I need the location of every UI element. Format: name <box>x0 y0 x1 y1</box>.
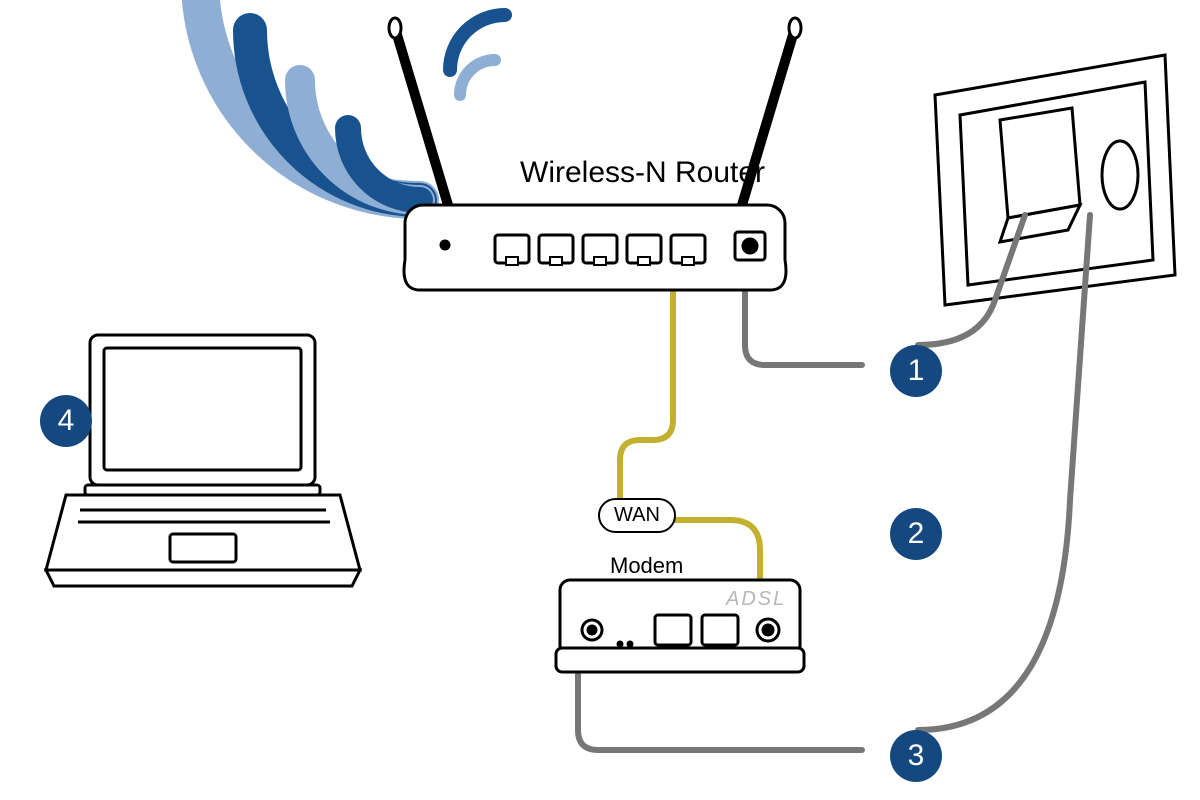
wall-outlet-icon <box>935 55 1175 305</box>
modem-label: Modem <box>610 553 683 579</box>
step-badge-4: 4 <box>40 395 92 447</box>
step-badge-2: 2 <box>890 508 942 560</box>
wan-pill: WAN <box>598 498 676 533</box>
adsl-label: ADSL <box>726 588 786 611</box>
step-badge-1: 1 <box>890 345 942 397</box>
laptop-icon <box>46 335 360 586</box>
diagram-canvas <box>0 0 1200 800</box>
router-label: Wireless-N Router <box>520 156 765 190</box>
wifi-signal-icon <box>200 0 505 200</box>
step-badge-3: 3 <box>890 730 942 782</box>
